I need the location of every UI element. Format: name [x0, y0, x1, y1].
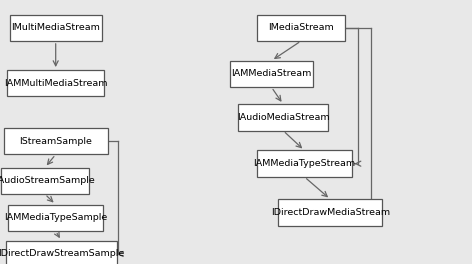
- Text: IAMMediaStream: IAMMediaStream: [231, 69, 312, 78]
- FancyBboxPatch shape: [278, 199, 382, 226]
- FancyBboxPatch shape: [258, 15, 345, 41]
- Text: IDirectDrawStreamSample: IDirectDrawStreamSample: [0, 249, 125, 258]
- FancyBboxPatch shape: [8, 70, 104, 96]
- Text: IAudioStreamSample: IAudioStreamSample: [0, 176, 95, 185]
- FancyBboxPatch shape: [8, 205, 103, 231]
- Text: IStreamSample: IStreamSample: [19, 137, 92, 146]
- FancyBboxPatch shape: [6, 241, 117, 264]
- Text: IAMMultiMediaStream: IAMMultiMediaStream: [4, 79, 108, 88]
- FancyBboxPatch shape: [4, 128, 108, 154]
- FancyBboxPatch shape: [9, 15, 102, 41]
- Text: IAudioMediaStream: IAudioMediaStream: [237, 113, 329, 122]
- Text: IMediaStream: IMediaStream: [268, 23, 334, 32]
- FancyBboxPatch shape: [238, 104, 328, 131]
- Text: IAMMediaTypeSample: IAMMediaTypeSample: [4, 213, 107, 222]
- FancyBboxPatch shape: [257, 150, 352, 177]
- Text: IAMMediaTypeStream: IAMMediaTypeStream: [253, 159, 355, 168]
- Text: IMultiMediaStream: IMultiMediaStream: [11, 23, 100, 32]
- Text: IDirectDrawMediaStream: IDirectDrawMediaStream: [271, 208, 390, 217]
- FancyBboxPatch shape: [1, 168, 89, 194]
- FancyBboxPatch shape: [230, 61, 312, 87]
